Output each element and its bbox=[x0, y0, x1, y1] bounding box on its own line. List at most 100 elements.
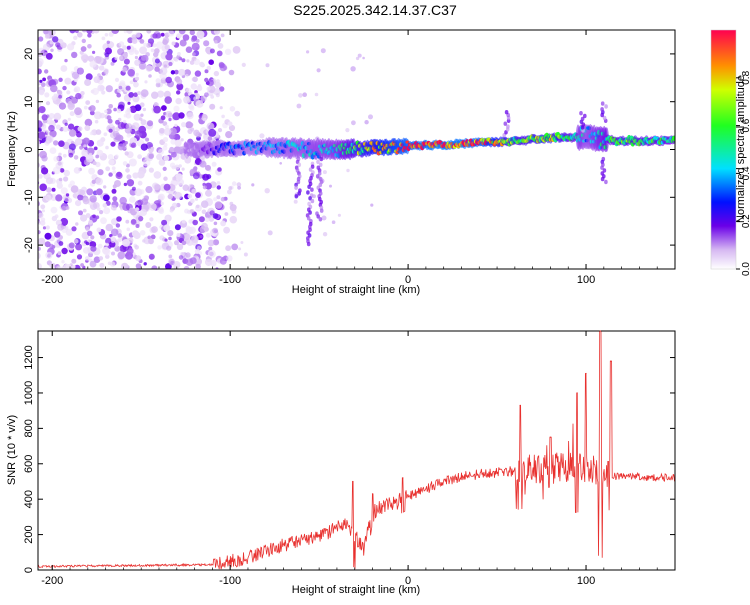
noise-blob bbox=[75, 200, 82, 207]
noise-blob bbox=[122, 161, 128, 166]
noise-blob bbox=[355, 56, 360, 61]
noise-blob bbox=[148, 238, 154, 245]
noise-blob bbox=[148, 144, 152, 148]
noise-blob bbox=[117, 238, 122, 242]
noise-blob bbox=[93, 30, 100, 34]
noise-blob bbox=[32, 176, 38, 182]
noise-blob bbox=[168, 236, 172, 241]
noise-blob bbox=[117, 143, 125, 151]
noise-blob bbox=[152, 43, 157, 48]
noise-blob bbox=[108, 128, 113, 133]
noise-blob bbox=[49, 147, 57, 155]
noise-blob bbox=[108, 31, 114, 37]
noise-blob bbox=[140, 113, 144, 117]
noise-blob bbox=[183, 265, 190, 269]
noise-blob bbox=[74, 107, 82, 116]
noise-blob bbox=[193, 129, 200, 136]
signal-streak bbox=[315, 174, 320, 179]
noise-blob bbox=[70, 185, 79, 194]
noise-blob bbox=[223, 226, 231, 234]
noise-blob bbox=[130, 142, 137, 148]
noise-blob bbox=[106, 40, 111, 44]
noise-blob bbox=[38, 263, 42, 269]
noise-blob bbox=[123, 113, 128, 118]
noise-blob bbox=[50, 206, 58, 214]
noise-blob bbox=[170, 70, 176, 75]
noise-blob bbox=[131, 34, 137, 40]
noise-blob bbox=[199, 61, 205, 67]
noise-blob bbox=[38, 212, 44, 218]
noise-blob bbox=[64, 198, 69, 202]
noise-blob bbox=[41, 114, 48, 121]
noise-blob bbox=[174, 69, 179, 75]
noise-blob bbox=[51, 215, 58, 222]
noise-blob bbox=[140, 209, 147, 216]
noise-blob bbox=[296, 103, 302, 109]
snr-panel: -200 -100 0 100 0 200 400 600 800 1000 1200 Heigh… bbox=[6, 330, 676, 596]
signal-streak bbox=[307, 184, 311, 189]
noise-blob bbox=[194, 197, 199, 201]
noise-blob bbox=[102, 246, 110, 255]
noise-blob bbox=[44, 241, 51, 248]
noise-blob bbox=[67, 102, 75, 111]
noise-blob bbox=[51, 187, 56, 192]
noise-blob bbox=[212, 239, 220, 246]
noise-blob bbox=[64, 122, 68, 127]
noise-blob bbox=[131, 230, 139, 238]
noise-blob bbox=[225, 131, 233, 139]
noise-blob bbox=[118, 85, 123, 90]
noise-blob bbox=[51, 120, 56, 125]
noise-blob bbox=[32, 30, 36, 34]
noise-blob bbox=[134, 245, 139, 250]
noise-blob bbox=[109, 123, 114, 128]
noise-blob bbox=[88, 219, 93, 225]
noise-blob bbox=[125, 168, 130, 173]
noise-blob bbox=[185, 73, 189, 78]
noise-blob bbox=[116, 108, 122, 114]
spectrogram-y-tick-label: -20 bbox=[23, 237, 35, 253]
noise-blob bbox=[151, 204, 156, 210]
noise-blob bbox=[126, 227, 131, 232]
noise-blob bbox=[316, 68, 321, 73]
noise-blob bbox=[198, 216, 205, 223]
noise-blob bbox=[143, 262, 147, 266]
noise-blob bbox=[189, 60, 195, 65]
noise-blob bbox=[140, 89, 149, 97]
noise-blob bbox=[302, 92, 308, 97]
noise-blob bbox=[174, 139, 182, 147]
noise-blob bbox=[82, 197, 90, 205]
noise-blob bbox=[93, 146, 98, 151]
noise-blob bbox=[192, 172, 200, 180]
noise-blob bbox=[89, 110, 95, 116]
noise-blob bbox=[176, 83, 184, 91]
noise-blob bbox=[206, 86, 211, 91]
noise-blob bbox=[89, 60, 97, 68]
noise-blob bbox=[154, 58, 160, 64]
noise-blob bbox=[122, 119, 127, 124]
noise-blob bbox=[196, 245, 202, 250]
noise-blob bbox=[65, 98, 72, 104]
noise-blob bbox=[85, 100, 91, 105]
noise-blob bbox=[176, 90, 181, 95]
noise-blob bbox=[96, 227, 102, 233]
noise-blob bbox=[58, 77, 63, 83]
noise-blob bbox=[38, 36, 44, 42]
noise-blob bbox=[84, 118, 93, 127]
signal-core bbox=[671, 135, 675, 141]
noise-blob bbox=[73, 35, 78, 40]
noise-blob bbox=[190, 37, 197, 43]
noise-blob bbox=[216, 195, 221, 200]
noise-blob bbox=[204, 217, 210, 222]
spectrogram-x-tick-label: -100 bbox=[219, 274, 241, 286]
noise-blob bbox=[149, 217, 154, 222]
noise-blob bbox=[98, 65, 105, 71]
noise-blob bbox=[178, 255, 184, 260]
noise-blob bbox=[123, 30, 128, 34]
noise-blob bbox=[220, 196, 226, 202]
noise-blob bbox=[53, 112, 62, 121]
noise-blob bbox=[116, 216, 122, 222]
noise-blob bbox=[121, 262, 129, 269]
noise-blob bbox=[48, 124, 55, 132]
noise-blob bbox=[38, 68, 42, 75]
